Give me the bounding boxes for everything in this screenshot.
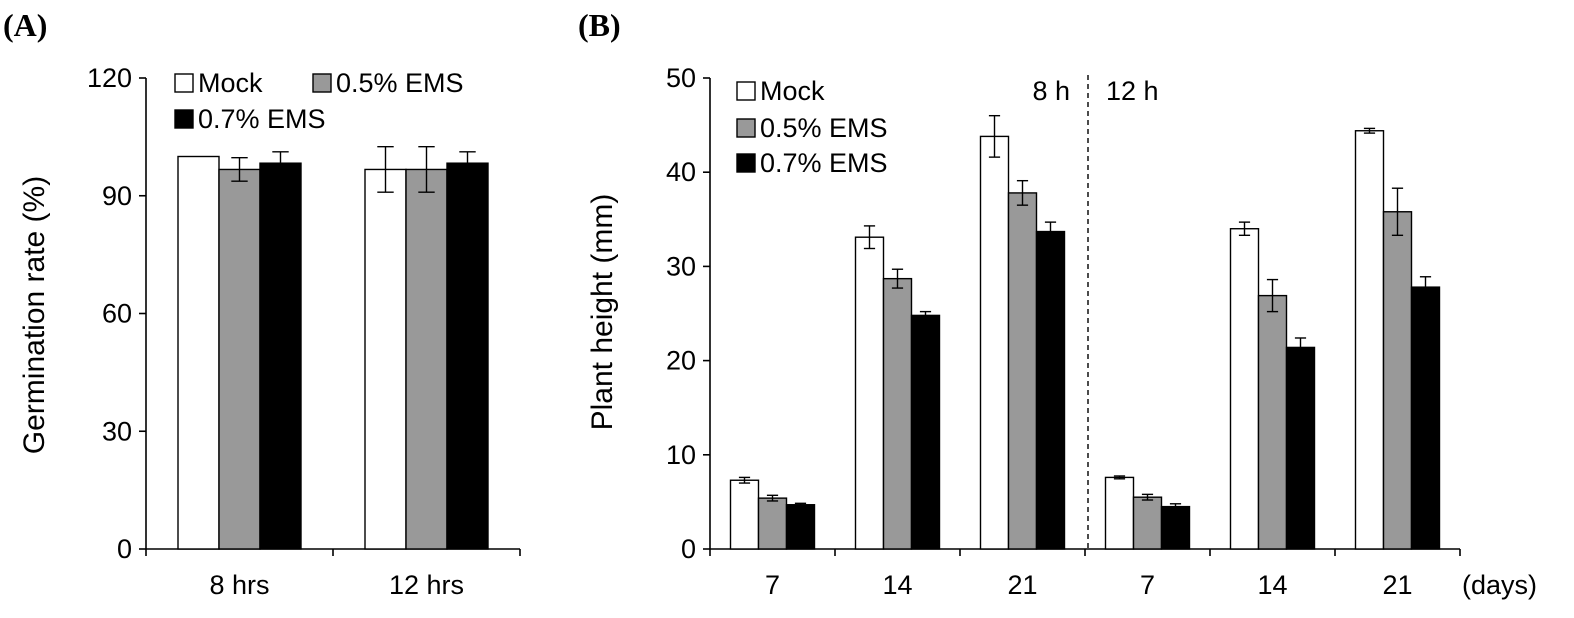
error-bar-mock-3	[988, 114, 1001, 158]
y-tick-label: 60	[102, 299, 132, 329]
y-tick-label: 0	[681, 534, 696, 564]
panel-b-legend: Mock 0.5% EMS 0.7% EMS	[736, 76, 888, 178]
legend-swatch-0-5-ems	[312, 73, 332, 93]
error-bar-mock-5	[1238, 221, 1251, 237]
legend-swatch-mock	[174, 73, 194, 93]
error-bar-0-5-ems-4	[1141, 493, 1154, 501]
bar-mock-4	[1104, 476, 1135, 550]
legend-label-0-5-ems: 0.5% EMS	[760, 113, 888, 143]
error-bar-0-7-ems-6	[1419, 276, 1432, 299]
bar-0-5-ems-1	[757, 497, 788, 550]
error-bar-mock-2	[863, 225, 876, 250]
legend-swatch-0-7-ems	[174, 109, 194, 129]
error-bar-0-7-ems-3	[1044, 221, 1057, 242]
bar-mock-2	[854, 236, 885, 550]
panel-a-label: (A)	[3, 7, 47, 43]
error-bar-0-7-ems-1	[272, 151, 289, 176]
legend-swatch-0-7-ems	[736, 153, 756, 173]
bar-mock-1	[729, 479, 760, 550]
x-axis-unit-label: (days)	[1462, 570, 1537, 600]
panel-a-bars	[177, 145, 489, 550]
error-bar-0-7-ems-5	[1294, 337, 1307, 358]
error-bar-0-7-ems-2	[459, 151, 476, 176]
panel-a: (A) Germination rate (%) 0 30 60 90 120 8 hrs…	[3, 7, 521, 600]
bar-mock-3	[979, 135, 1010, 550]
panel-b-axes: 0 10 20 30 40 50 7 14 21 7 14 21	[666, 63, 1461, 600]
error-bar-0-7-ems-2	[919, 310, 932, 320]
panel-b: (B) Plant height (mm) 0 10 20 30 40 50 7 14 21 7 1…	[578, 7, 1537, 600]
error-bar-0-5-ems-1	[766, 494, 779, 502]
bar-0-5-ems-2	[882, 277, 913, 550]
bar-0-5-ems-1	[218, 168, 261, 550]
x-tick-label: 14	[1257, 570, 1287, 600]
bar-0-7-ems-1	[785, 504, 816, 550]
legend-label-mock: Mock	[198, 68, 263, 98]
error-bar-0-5-ems-1	[231, 156, 248, 182]
y-tick-label: 30	[666, 251, 696, 281]
bar-0-5-ems-4	[1132, 496, 1163, 550]
bar-0-7-ems-4	[1160, 505, 1191, 550]
error-bar-mock-2	[377, 145, 394, 193]
x-tick-label: 12 hrs	[389, 570, 464, 600]
bar-mock-2	[364, 168, 407, 550]
y-tick-label: 10	[666, 440, 696, 470]
x-tick-label: 7	[1140, 570, 1155, 600]
legend-label-0-5-ems: 0.5% EMS	[336, 68, 464, 98]
error-bar-0-7-ems-1	[794, 502, 807, 507]
bar-0-5-ems-5	[1257, 294, 1288, 550]
y-tick-label: 0	[117, 534, 132, 564]
error-bar-mock-1	[738, 476, 751, 484]
y-tick-label: 40	[666, 157, 696, 187]
bar-mock-5	[1229, 228, 1260, 550]
panel-b-bars	[729, 114, 1441, 550]
legend-swatch-mock	[736, 81, 756, 101]
error-bar-0-5-ems-3	[1016, 179, 1029, 206]
error-bar-mock-4	[1113, 475, 1126, 480]
bar-0-7-ems-6	[1410, 286, 1441, 550]
x-tick-label: 8 hrs	[209, 570, 269, 600]
y-tick-label: 20	[666, 346, 696, 376]
y-tick-label: 120	[87, 63, 132, 93]
panel-a-legend: Mock 0.5% EMS 0.7% EMS	[174, 68, 464, 134]
panel-a-y-axis-title: Germination rate (%)	[18, 176, 51, 454]
legend-swatch-0-5-ems	[736, 118, 756, 138]
error-bar-0-7-ems-4	[1169, 503, 1182, 511]
group-label-8h: 8 h	[1032, 76, 1070, 106]
panel-b-y-axis-title: Plant height (mm)	[586, 194, 619, 431]
x-tick-label: 21	[1382, 570, 1412, 600]
bar-0-5-ems-2	[405, 168, 448, 550]
x-tick-label: 21	[1007, 570, 1037, 600]
panel-b-label: (B)	[578, 7, 621, 43]
group-label-12h: 12 h	[1106, 76, 1159, 106]
y-tick-label: 50	[666, 63, 696, 93]
error-bar-0-5-ems-2	[891, 268, 904, 289]
legend-label-0-7-ems: 0.7% EMS	[760, 148, 888, 178]
x-tick-label: 7	[765, 570, 780, 600]
error-bar-0-5-ems-6	[1391, 187, 1404, 237]
legend-label-mock: Mock	[760, 76, 825, 106]
bar-0-7-ems-5	[1285, 346, 1316, 550]
bar-0-5-ems-6	[1382, 211, 1413, 550]
y-tick-label: 30	[102, 416, 132, 446]
bar-mock-1	[177, 155, 220, 550]
bar-0-7-ems-3	[1035, 230, 1066, 550]
bar-0-7-ems-2	[910, 314, 941, 550]
legend-label-0-7-ems: 0.7% EMS	[198, 104, 326, 134]
panel-a-axes: 0 30 60 90 120 8 hrs 12 hrs	[87, 63, 521, 600]
bar-0-5-ems-3	[1007, 192, 1038, 550]
error-bar-0-5-ems-5	[1266, 278, 1279, 313]
y-tick-label: 90	[102, 181, 132, 211]
bar-0-7-ems-2	[446, 162, 489, 550]
x-tick-label: 14	[882, 570, 912, 600]
error-bar-0-5-ems-2	[418, 145, 435, 193]
bar-mock-6	[1354, 130, 1385, 550]
bar-0-7-ems-1	[259, 162, 302, 550]
error-bar-mock-6	[1363, 127, 1376, 134]
